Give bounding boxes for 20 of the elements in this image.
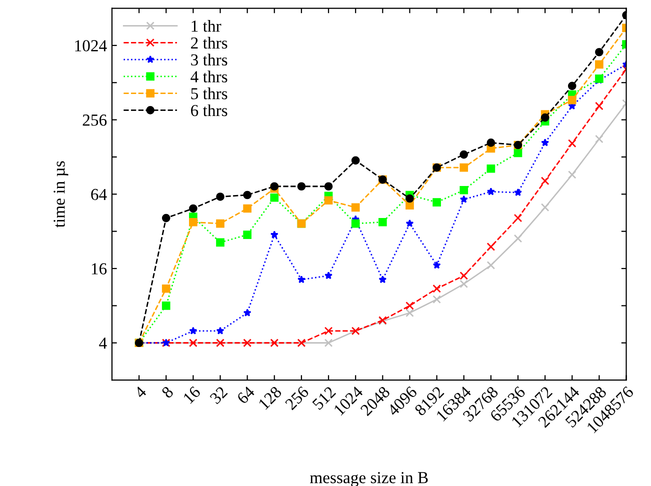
x-tick-label: 64 — [236, 385, 256, 404]
x-tick-label: 8 — [161, 386, 174, 399]
y-tick-label: 4 — [99, 338, 107, 349]
x-tick-label: 4 — [134, 386, 148, 399]
legend-label: 2 thrs — [191, 36, 228, 49]
y-tick-label: 256 — [82, 114, 107, 126]
legend-label: 3 thrs — [191, 54, 228, 66]
legend-label: 6 thrs — [191, 104, 228, 116]
y-tick-label: 1024 — [75, 40, 107, 52]
legend-label: 4 thrs — [190, 70, 228, 82]
legend-label: 5 thrs — [191, 88, 228, 100]
y-axis-title: time in µs — [54, 161, 68, 228]
x-tick-label: 32 — [209, 386, 228, 404]
x-tick-label: 256 — [284, 386, 310, 410]
y-tick-label: 64 — [91, 188, 107, 200]
x-tick-label: 16 — [182, 386, 202, 404]
y-tick-label: 16 — [92, 263, 107, 274]
legend-label: 1 thr — [192, 20, 222, 32]
x-tick-label: 512 — [312, 386, 336, 410]
x-tick-label: 128 — [258, 386, 282, 410]
